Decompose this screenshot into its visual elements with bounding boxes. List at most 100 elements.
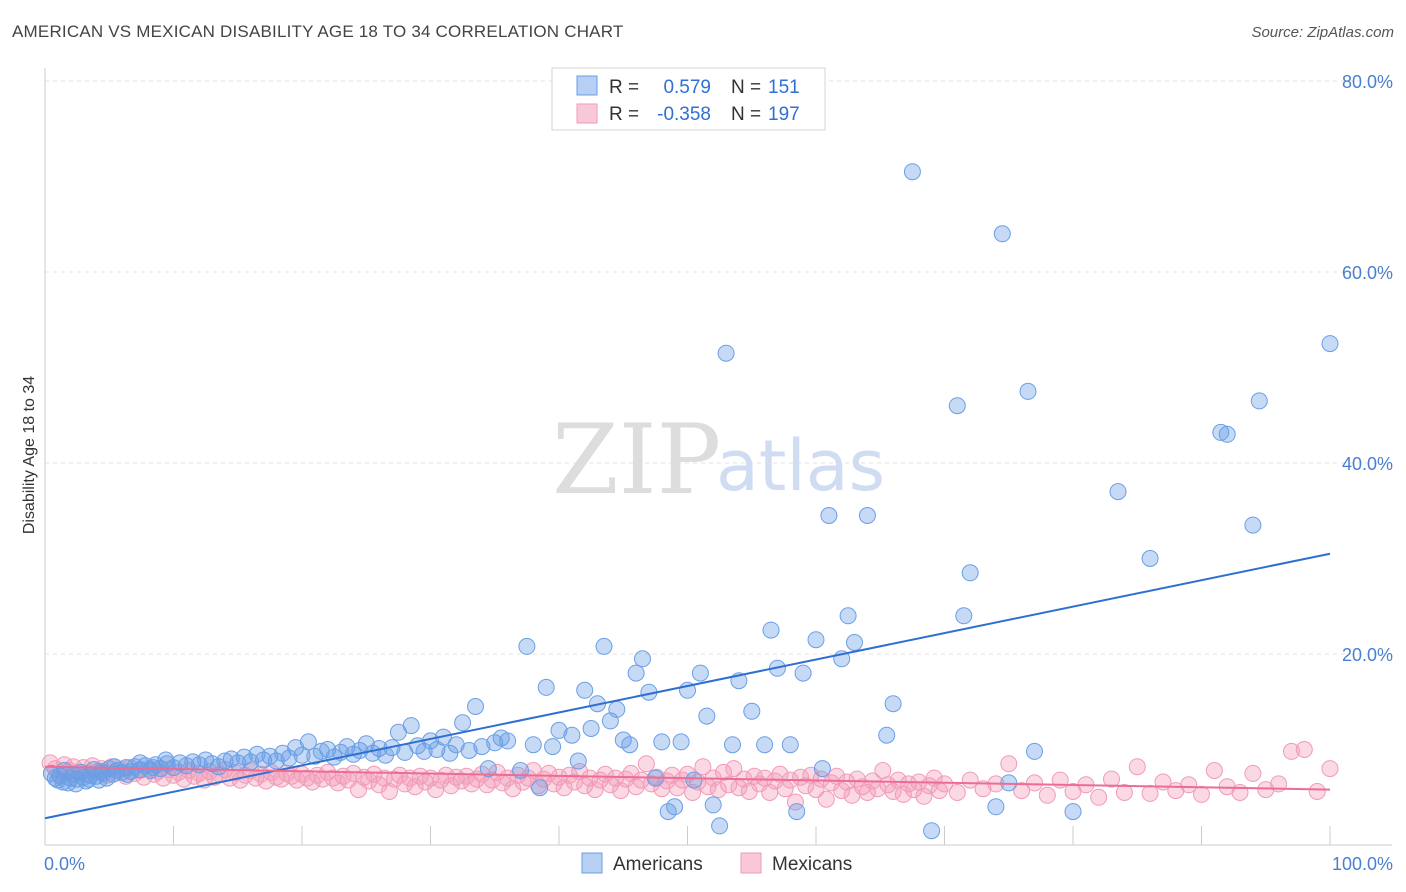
americans-point-136 [948,397,966,415]
mexicans-point-108 [586,781,604,799]
americans-point-77 [460,742,478,759]
americans-point-118 [743,702,761,720]
americans-point-123 [788,803,806,821]
mexicans-point-204 [1295,741,1313,758]
americans-point-89 [544,738,562,756]
americans-point-124 [794,664,812,682]
bottom-legend-americans: Americans [613,854,703,875]
mexicans-point-183 [1026,774,1043,792]
americans-point-114 [711,817,729,835]
legend-r-label-americans: R = [609,77,639,98]
americans-point-98 [608,700,626,718]
mexicans-point-188 [1090,788,1108,806]
mexicans-point-172 [915,787,933,805]
americans-point-135 [923,822,941,840]
americans-point-150 [1250,392,1268,410]
bottom-legend-swatch-mexicans [740,852,762,874]
mexicans-point-149 [797,777,815,795]
americans-point-49 [280,749,298,767]
americans-point-146 [1141,550,1159,567]
legend-r-value-mexicans: -0.358 [657,104,711,125]
americans-point-147 [1218,425,1236,443]
americans-point-130 [846,634,863,651]
americans-point-120 [762,621,780,639]
americans-point-74 [441,744,459,762]
americans-point-87 [531,779,549,797]
americans-point-131 [858,507,876,524]
americans-point-151 [1321,335,1339,353]
americans-point-79 [473,738,491,756]
y-tick-label-0: 20.0% [1342,645,1393,665]
mexicans-point-28 [175,770,193,788]
americans-point-44 [248,745,266,763]
americans-point-110 [685,771,703,789]
mexicans-point-156 [833,782,851,800]
americans-point-145 [1109,483,1127,501]
americans-point-152 [54,773,72,791]
americans-point-91 [563,726,581,744]
americans-point-80 [479,760,497,778]
mexicans-point-99 [540,764,558,782]
chart-title: AMERICAN VS MEXICAN DISABILITY AGE 18 TO… [12,22,624,41]
americans-point-101 [627,664,645,682]
americans-point-107 [666,798,684,816]
americans-point-144 [1064,803,1082,821]
americans-point-122 [781,736,799,754]
mexicans-point-101 [550,768,568,786]
americans-point-86 [524,736,542,754]
mexicans-point-92 [504,780,522,798]
americans-point-139 [993,225,1011,243]
americans-point-125 [807,631,825,649]
mexicans-point-118 [637,755,655,773]
mexicans-point-189 [1103,770,1120,788]
mexicans-point-61 [344,764,362,782]
americans-point-100 [621,736,639,754]
mexicans-point-134 [720,776,738,794]
americans-point-94 [582,720,600,737]
americans-point-132 [878,726,896,744]
bottom-legend-mexicans: Mexicans [772,854,852,875]
x-tick-label-1: 100.0% [1332,854,1393,874]
americans-point-70 [415,742,433,760]
americans-point-143 [1026,742,1043,760]
americans-point-137 [955,607,973,625]
legend-n-label-mexicans: N = [731,104,761,125]
americans-point-115 [717,344,735,362]
mexicans-point-110 [596,765,614,783]
americans-point-52 [299,733,317,751]
mexicans-point-182 [1013,782,1031,800]
legend-n-value-mexicans: 197 [768,104,800,125]
americans-point-105 [653,733,671,751]
mexicans-point-129 [694,758,712,776]
legend-r-label-mexicans: R = [609,104,639,125]
mexicans-point-132 [709,781,727,799]
americans-point-54 [312,742,330,760]
americans-point-111 [691,664,709,682]
americans-point-149 [1244,516,1262,534]
mexicans-point-177 [948,784,966,801]
americans-point-96 [595,637,613,655]
x-tick-labels: 0.0% 100.0% [44,854,1393,874]
mexicans-point-206 [1321,760,1339,778]
americans-point-127 [820,507,838,524]
x-tick-label-0: 0.0% [44,854,85,874]
mexicans-point-70 [391,766,409,784]
grid-lines [45,80,1392,655]
mexicans-point-80 [442,777,460,795]
mexicans-point-176 [936,775,953,793]
americans-point-140 [987,798,1005,816]
watermark-atlas: atlas [716,425,885,507]
mexicans-point-197 [1205,762,1223,779]
mexicans-point-195 [1180,776,1198,794]
legend-r-value-americans: 0.579 [663,77,711,98]
mexicans-point-153 [817,790,835,808]
mexicans-point-179 [974,780,992,798]
bottom-legend-swatch-americans [581,852,603,874]
americans-point-119 [756,736,774,754]
americans-point-158 [131,754,149,772]
trend-lines [44,552,1331,820]
correlation-legend: R = 0.579 N = 151 R = -0.358 N = 197 [551,67,826,131]
mexicans-points [41,741,1339,811]
mexicans-point-168 [894,785,912,803]
mexicans-point-73 [406,778,424,796]
